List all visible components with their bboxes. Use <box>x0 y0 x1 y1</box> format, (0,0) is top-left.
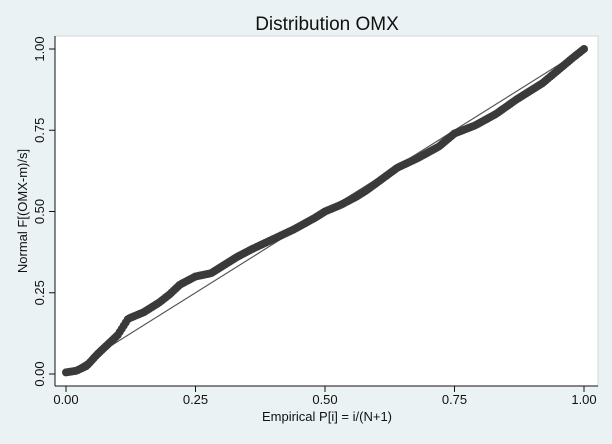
y-ticks: 0.00 0.25 0.50 0.75 1.00 <box>32 36 55 387</box>
data-point <box>580 45 588 53</box>
y-tick-label: 1.00 <box>32 36 47 61</box>
x-ticks: 0.00 0.25 0.50 0.75 1.00 <box>53 386 597 407</box>
data-markers <box>62 45 588 377</box>
chart-title: Distribution OMX <box>255 14 399 35</box>
x-tick-label: 0.75 <box>442 392 467 407</box>
y-tick-label: 0.25 <box>32 280 47 305</box>
y-axis-label: Normal F[(OMX-m)/s] <box>15 149 30 273</box>
y-tick-label: 0.00 <box>32 361 47 386</box>
x-tick-label: 0.25 <box>183 392 208 407</box>
x-tick-label: 1.00 <box>571 392 596 407</box>
x-tick-label: 0.00 <box>53 392 78 407</box>
x-axis-label: Empirical P[i] = i/(N+1) <box>262 409 392 424</box>
y-tick-label: 0.75 <box>32 118 47 143</box>
x-tick-label: 0.50 <box>312 392 337 407</box>
y-tick-label: 0.50 <box>32 199 47 224</box>
